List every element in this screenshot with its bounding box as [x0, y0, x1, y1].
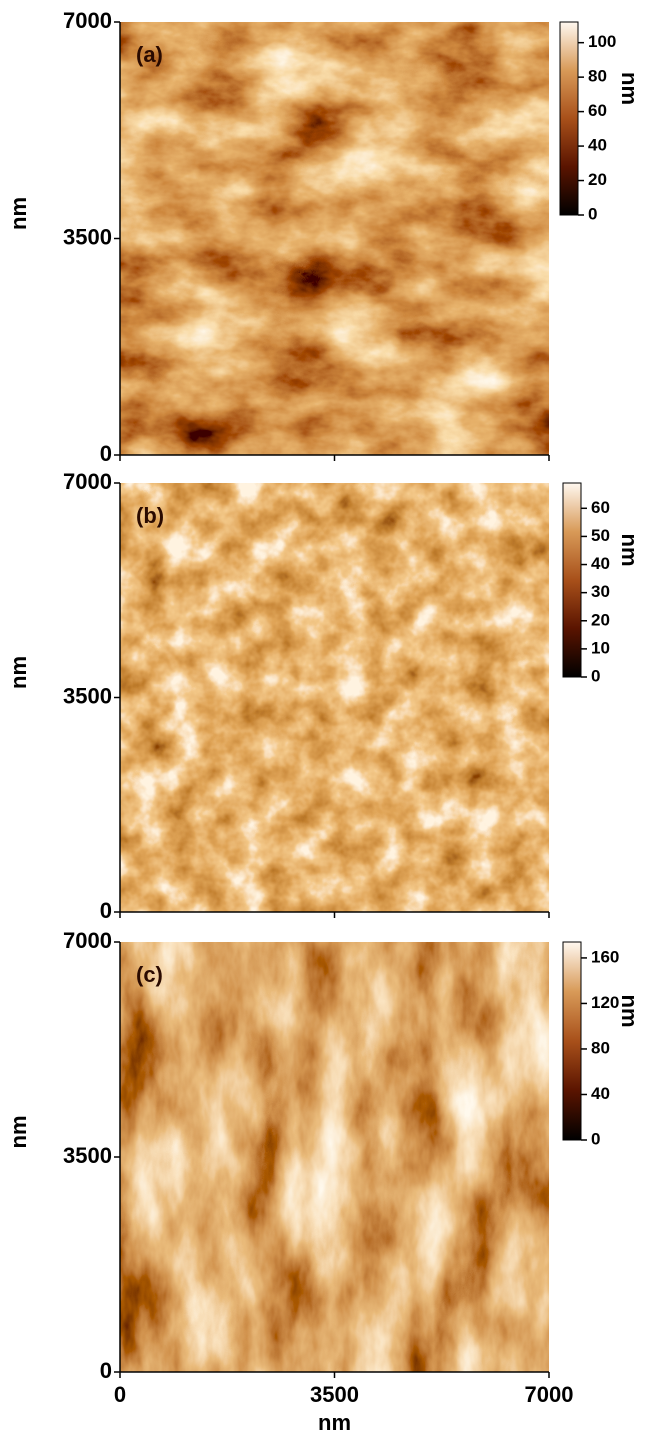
- y-tick-label: 7000: [63, 469, 112, 494]
- y-axis-label: nm: [6, 1116, 31, 1149]
- x-tick-label: 7000: [525, 1382, 574, 1407]
- colorbar-tick-label: 20: [591, 610, 610, 629]
- colorbar-tick-label: 120: [591, 993, 619, 1012]
- colorbar-label: nm: [617, 72, 642, 105]
- colorbar-tick-label: 40: [591, 554, 610, 573]
- colorbar-tick-label: 0: [591, 1129, 600, 1148]
- x-tick-label: 3500: [310, 1382, 359, 1407]
- x-tick-label: 0: [114, 1382, 126, 1407]
- x-axis-label: nm: [318, 1410, 351, 1435]
- colorbar-tick-label: 80: [591, 1038, 610, 1057]
- y-tick-label: 7000: [63, 8, 112, 33]
- colorbar-tick-label: 0: [591, 666, 600, 685]
- colorbar-tick-label: 160: [591, 947, 619, 966]
- y-tick-label: 3500: [63, 683, 112, 708]
- afm-image: [120, 483, 549, 912]
- y-tick-label: 3500: [63, 224, 112, 249]
- y-axis-label: nm: [6, 197, 31, 230]
- colorbar: [559, 21, 579, 216]
- colorbar-tick-label: 40: [591, 1084, 610, 1103]
- y-tick-label: 0: [100, 1358, 112, 1383]
- panel-label: (c): [136, 962, 163, 987]
- y-tick-label: 7000: [63, 928, 112, 953]
- colorbar-tick-label: 50: [591, 526, 610, 545]
- colorbar-tick-label: 10: [591, 638, 610, 657]
- afm-image: [120, 942, 549, 1372]
- colorbar-label: nm: [617, 534, 642, 567]
- colorbar-tick-label: 30: [591, 582, 610, 601]
- colorbar-tick-label: 60: [591, 498, 610, 517]
- colorbar: [562, 941, 582, 1141]
- panel-label: (b): [136, 503, 164, 528]
- colorbar-tick-label: 40: [588, 136, 607, 155]
- y-tick-label: 0: [100, 898, 112, 923]
- panel-label: (a): [136, 42, 163, 67]
- colorbar-tick-label: 20: [588, 170, 607, 189]
- colorbar-tick-label: 0: [588, 204, 597, 223]
- y-axis-label: nm: [6, 656, 31, 689]
- colorbar-tick-label: 100: [588, 32, 616, 51]
- y-tick-label: 3500: [63, 1143, 112, 1168]
- colorbar-label: nm: [617, 995, 642, 1028]
- colorbar-tick-label: 80: [588, 67, 607, 86]
- colorbar-tick-label: 60: [588, 101, 607, 120]
- afm-image: [120, 22, 549, 455]
- colorbar: [562, 482, 582, 678]
- y-tick-label: 0: [100, 441, 112, 466]
